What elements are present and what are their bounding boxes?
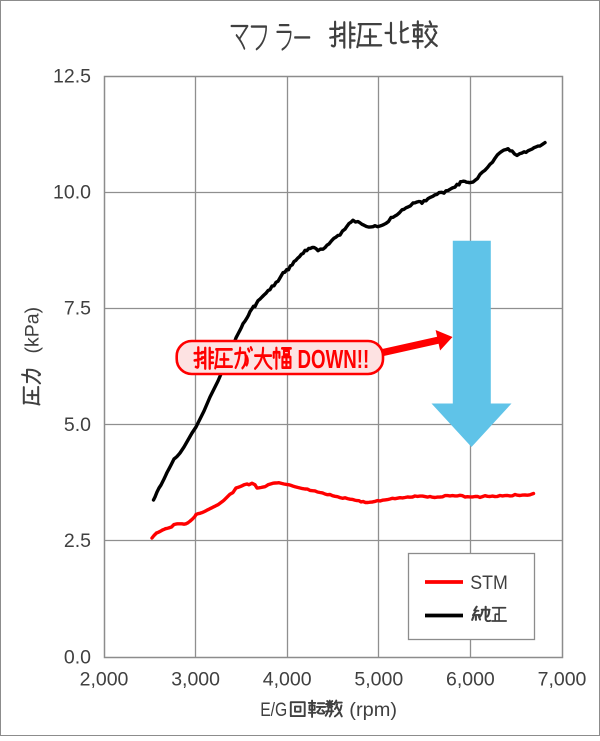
svg-text:5.0: 5.0 [64,414,91,436]
svg-text:STM: STM [470,573,508,594]
svg-text:3,000: 3,000 [171,669,220,691]
svg-text:(kPa): (kPa) [22,307,44,354]
svg-text:2.5: 2.5 [64,530,91,552]
svg-text:4,000: 4,000 [263,669,312,691]
svg-text:2,000: 2,000 [80,669,129,691]
svg-text:E/G: E/G [260,699,287,721]
svg-text:(rpm): (rpm) [349,699,397,721]
svg-text:DOWN!!: DOWN!! [298,344,370,374]
svg-text:7,000: 7,000 [538,669,587,691]
svg-text:5,000: 5,000 [354,669,403,691]
svg-text:10.0: 10.0 [53,182,91,204]
svg-text:7.5: 7.5 [64,298,91,320]
svg-text:0.0: 0.0 [64,646,91,668]
svg-text:12.5: 12.5 [53,65,91,87]
svg-text:6,000: 6,000 [446,669,495,691]
